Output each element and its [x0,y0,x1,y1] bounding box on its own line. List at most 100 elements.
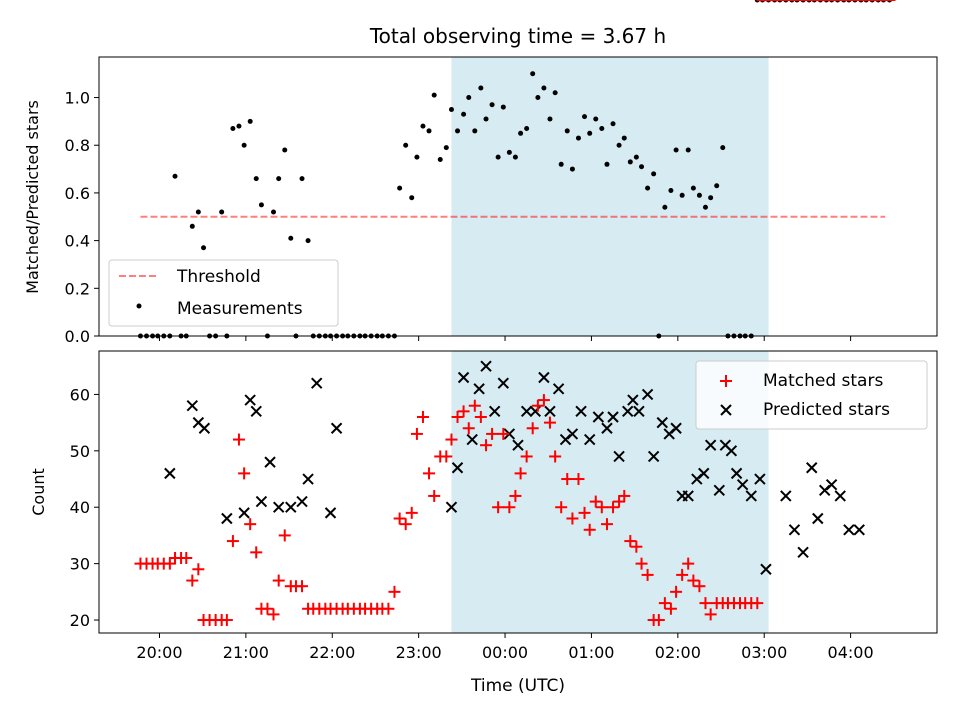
bottom-y-axis-ticks: 20 30 40 50 60 [70,385,99,630]
bottom-y-tick-label-3: 50 [70,442,90,461]
predicted-star-point [272,501,285,513]
measurement-point [651,171,657,177]
top-plot-frame [98,56,938,337]
predicted-star-point [497,377,510,389]
matched-star-point [423,467,436,480]
measurement-point [282,147,288,153]
matched-star-point [595,501,608,514]
predicted-star-point [601,422,613,434]
measurement-point [627,159,633,165]
x-axis-label: Time (UTC) [470,676,565,696]
predicted-star-point [445,501,458,513]
measurement-point [662,204,668,210]
predicted-star-point [512,439,524,451]
matched-star-point [492,501,505,514]
matched-star-point [613,495,626,508]
measurement-point [500,104,506,110]
bottom-x-axis-ticks: 20:00 21:00 22:00 23:00 00:00 01:00 02:00 03:00… [136,633,874,662]
measurement-point [437,157,443,163]
matched-star-point [416,410,429,423]
predicted-star-point [503,428,516,440]
predicted-star-point [825,478,838,491]
top-legend-box [108,259,339,327]
measurement-point [610,121,616,127]
measurement-point [172,173,178,179]
matched-star-point [630,540,643,553]
measurement-point [696,192,702,198]
count-panel: 20 30 40 50 60 20:00 21:00 22:00 23:00 00:00 01:0… [29,0,938,696]
measurement-point [714,183,720,189]
top-y-axis-ticks: 0.0 0.2 0.4 0.6 0.8 1.0 [65,89,99,346]
predicted-stars-points [164,360,865,575]
legend-matched-swatch [720,375,732,387]
measurement-point [258,202,264,208]
matched-star-point [163,557,176,570]
measurement-point [409,195,415,201]
x-tick-label-0: 20:00 [136,643,182,662]
measurement-point [506,149,512,155]
predicted-star-point [627,394,639,406]
measurement-point [616,142,622,148]
matched-star-point [687,574,700,587]
predicted-star-point [583,433,596,446]
matched-star-point [704,608,717,621]
matched-star-point [589,495,602,508]
matched-star-point [428,489,441,502]
predicted-star-point [311,377,323,389]
matched-star-point [676,568,689,581]
predicted-star-point [788,524,801,536]
measurement-point [690,185,696,191]
predicted-star-point [613,450,625,463]
measurement-point [621,135,627,141]
predicted-star-point [520,405,533,418]
measurement-point [582,114,588,120]
predicted-star-point [544,405,556,418]
measurement-point [599,126,605,132]
ratio-panel: 0.0 0.2 0.4 0.6 0.8 1.0 Total observing time … [23,0,938,346]
measurement-point [195,209,201,215]
measurement-point [530,71,536,77]
predicted-star-point [754,473,766,485]
measurement-point [397,185,403,191]
matched-star-point [549,450,562,463]
measurement-point [230,126,236,132]
measurement-point [552,90,558,96]
measurement-point [431,92,437,98]
measurement-points [137,0,892,339]
bottom-legend: Matched stars Predicted stars [695,360,928,430]
top-y-tick-label-5: 1.0 [65,89,90,108]
matched-star-point [607,501,620,514]
x-tick-label-5: 01:00 [568,643,614,662]
predicted-star-point [488,405,501,418]
matched-star-point [578,506,591,519]
predicted-star-point [250,405,262,418]
predicted-star-point [797,546,809,559]
measurement-point [558,161,564,167]
predicted-star-point [186,400,199,412]
bottom-y-tick-label-2: 40 [70,498,90,517]
matched-star-point [457,405,470,418]
bottom-plot-frame [98,350,938,634]
predicted-star-point [607,411,619,423]
measurement-point [219,209,225,215]
observing-window-shade-top [451,57,769,336]
measurement-point [564,128,570,134]
bottom-y-tick-label-0: 20 [70,611,90,630]
matched-star-point [250,546,263,559]
measurement-point [478,85,484,91]
measurement-point [535,95,541,101]
measurement-point [518,130,524,136]
legend-matched-label: Matched stars [763,371,883,391]
measurement-point [288,235,294,241]
matched-star-point [664,602,677,615]
measurement-point [201,245,207,251]
top-y-tick-label-1: 0.2 [65,279,90,298]
matched-star-point [220,614,233,627]
legend-measurements-swatch [136,303,142,309]
predicted-star-point [221,512,233,525]
predicted-star-point [238,507,250,519]
matched-star-point [561,473,574,486]
measurement-point [708,195,714,201]
predicted-star-point [806,462,818,474]
predicted-star-point [451,462,464,474]
